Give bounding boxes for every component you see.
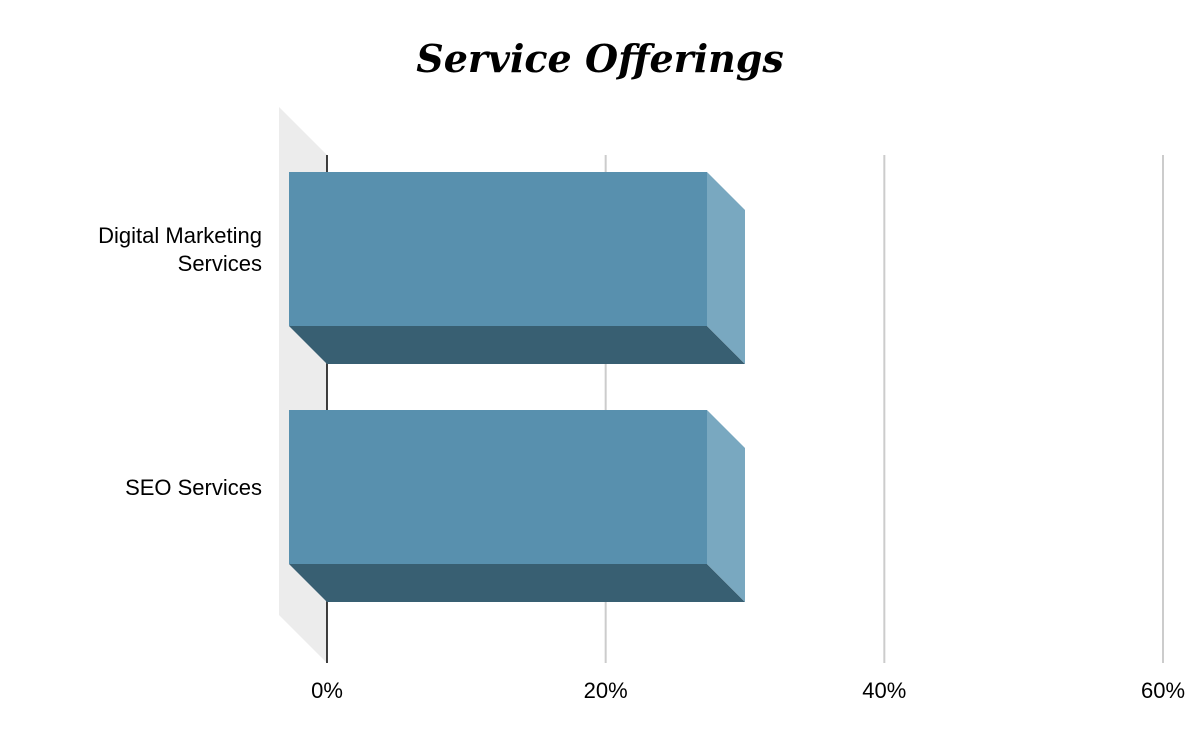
bar-bottom-face <box>289 326 745 364</box>
bar-front-face <box>289 172 707 326</box>
x-tick-label: 20% <box>584 678 628 703</box>
bar-bottom-face <box>289 564 745 602</box>
category-label: Digital Marketing <box>98 223 262 248</box>
bar <box>289 172 745 364</box>
bar-end-face <box>707 410 745 602</box>
bar <box>289 410 745 602</box>
category-labels: Digital Marketing Services SEO Services <box>98 223 262 500</box>
bar-end-face <box>707 172 745 364</box>
x-tick-label: 0% <box>311 678 343 703</box>
x-tick-label: 60% <box>1141 678 1185 703</box>
bar-front-face <box>289 410 707 564</box>
x-tick-label: 40% <box>862 678 906 703</box>
bars <box>289 172 745 602</box>
category-label: Services <box>178 251 262 276</box>
category-label: SEO Services <box>125 475 262 500</box>
chart-title: Service Offerings <box>416 36 783 81</box>
x-tick-labels: 0% 20% 40% 60% <box>311 678 1185 703</box>
